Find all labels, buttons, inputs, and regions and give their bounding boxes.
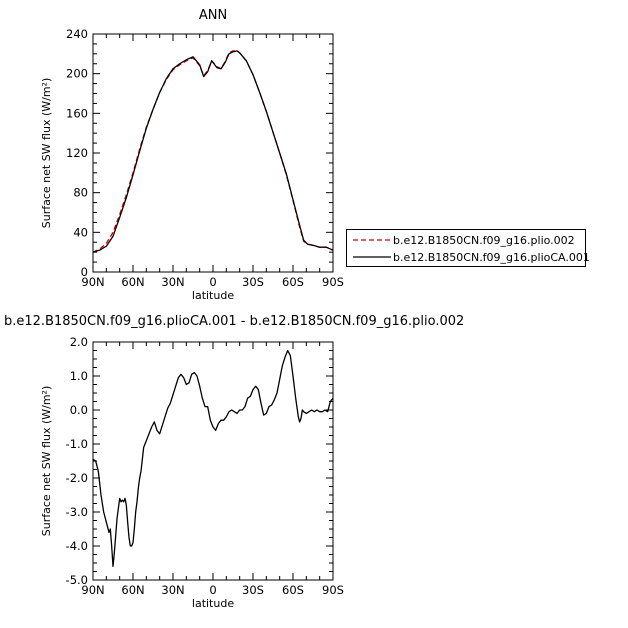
top-xtick-label: 60S	[282, 275, 304, 289]
top-xtick-label: 30S	[242, 275, 264, 289]
top-ytick-label: 0	[81, 265, 88, 279]
bottom-xtick-label: 60S	[282, 583, 304, 597]
bottom-xtick-label: 0	[209, 583, 216, 597]
top-series-line-1	[92, 50, 334, 253]
bottom-xtick-label: 90N	[81, 583, 104, 597]
top-xtick-label: 30N	[161, 275, 184, 289]
top-xtick-label: 90N	[81, 275, 104, 289]
bottom-ytick-label: -4.0	[66, 539, 88, 553]
top-ytick-label: 240	[66, 27, 88, 41]
bottom-ytick-label: -2.0	[66, 471, 88, 485]
bottom-series-line-0	[92, 349, 334, 568]
bottom-plot-frame	[92, 341, 334, 581]
bottom-xtick-label: 90S	[322, 583, 344, 597]
bottom-ytick-label: 0.0	[70, 403, 88, 417]
bottom-ytick-label: -1.0	[66, 437, 88, 451]
bottom-xtick-label: 60N	[121, 583, 144, 597]
top-ytick-label: 160	[66, 106, 88, 120]
legend-item-plioca-001: b.e12.B1850CN.f09_g16.plioCA.001	[351, 249, 590, 265]
legend-swatch-dashed-red	[353, 239, 391, 241]
top-ytick-label: 40	[73, 225, 88, 239]
legend-swatch-solid-black	[353, 256, 391, 258]
legend-label-plioca-001: b.e12.B1850CN.f09_g16.plioCA.001	[393, 250, 590, 264]
bottom-xtick-label: 30S	[242, 583, 264, 597]
top-series-line-0	[92, 50, 334, 253]
bottom-xlabel: latitude	[192, 597, 234, 610]
bottom-ytick-label: -5.0	[66, 573, 88, 587]
top-ytick-label: 200	[66, 67, 88, 81]
top-xtick-label: 0	[209, 275, 216, 289]
top-ylabel: Surface net SW flux (W/m²)	[40, 78, 53, 229]
legend-item-plio-002: b.e12.B1850CN.f09_g16.plio.002	[351, 232, 575, 248]
top-title: ANN	[199, 8, 227, 23]
top-xtick-label: 90S	[322, 275, 344, 289]
legend-label-plio-002: b.e12.B1850CN.f09_g16.plio.002	[393, 233, 575, 247]
bottom-ytick-label: -3.0	[66, 505, 88, 519]
top-plot-frame	[92, 33, 334, 273]
top-xlabel: latitude	[192, 289, 234, 302]
bottom-ytick-label: 1.0	[70, 369, 88, 383]
top-ytick-label: 120	[66, 146, 88, 160]
legend: b.e12.B1850CN.f09_g16.plio.002 b.e12.B18…	[346, 229, 590, 267]
top-ytick-label: 80	[73, 186, 88, 200]
bottom-ylabel: Surface net SW flux (W/m²)	[40, 386, 53, 537]
bottom-ytick-label: 2.0	[70, 335, 88, 349]
bottom-xtick-label: 30N	[161, 583, 184, 597]
bottom-title: b.e12.B1850CN.f09_g16.plioCA.001 - b.e12…	[4, 314, 464, 329]
top-xtick-label: 60N	[121, 275, 144, 289]
